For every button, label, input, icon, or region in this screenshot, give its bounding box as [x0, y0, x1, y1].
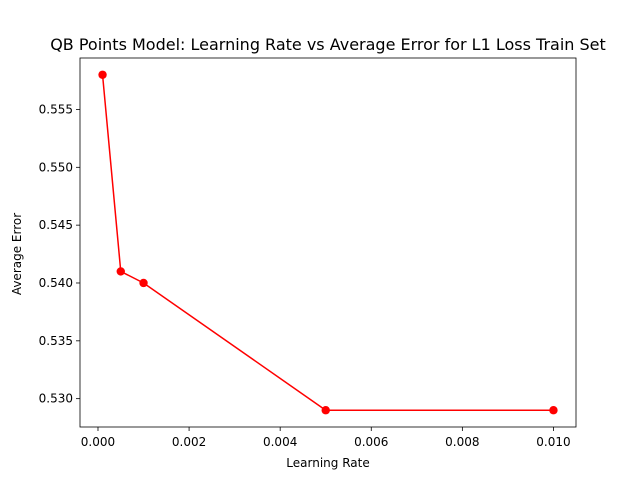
data-point-3 [321, 406, 330, 415]
y-tick-label-0: 0.530 [39, 392, 73, 406]
x-tick-label-2: 0.004 [263, 435, 297, 449]
x-tick-label-4: 0.008 [445, 435, 479, 449]
y-tick-label-3: 0.545 [39, 218, 73, 232]
y-axis-label: Average Error [10, 213, 24, 295]
y-tick-label-1: 0.535 [39, 334, 73, 348]
x-tick-label-1: 0.002 [172, 435, 206, 449]
y-tick-label-2: 0.540 [39, 276, 73, 290]
x-tick-label-5: 0.010 [536, 435, 570, 449]
y-tick-label-5: 0.555 [39, 102, 73, 116]
plot-area: 0.000 0.002 0.004 0.006 0.008 0.010 0.530 0.535… [39, 57, 577, 449]
data-point-4 [549, 406, 558, 415]
data-point-1 [116, 267, 125, 276]
x-tick-label-3: 0.006 [354, 435, 388, 449]
y-tick-label-4: 0.550 [39, 160, 73, 174]
data-point-0 [98, 70, 107, 79]
chart-title: QB Points Model: Learning Rate vs Averag… [50, 35, 606, 54]
data-point-2 [139, 278, 148, 288]
axes-frame [79, 57, 577, 428]
x-tick-label-0: 0.000 [81, 435, 115, 449]
x-axis-label: Learning Rate [286, 456, 369, 470]
